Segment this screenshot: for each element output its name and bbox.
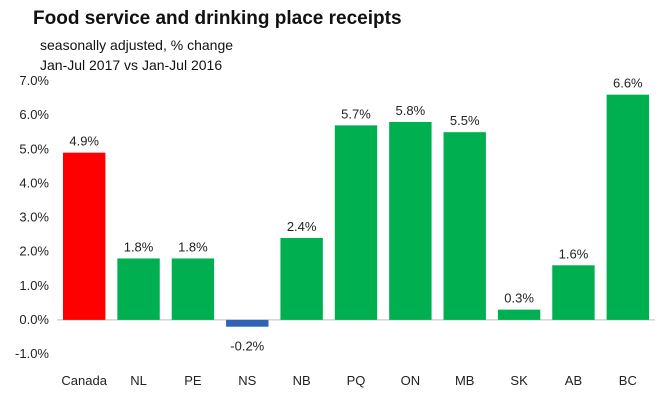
data-label-on: 5.8% xyxy=(396,103,426,118)
chart-subtitle-adjustment: seasonally adjusted, % change xyxy=(40,37,234,53)
category-label-canada: Canada xyxy=(61,373,107,388)
category-labels: Canada NL PE NS NB PQ ON MB SK AB BC xyxy=(61,373,636,388)
bar-sk xyxy=(497,309,541,320)
category-label-on: ON xyxy=(401,373,421,388)
chart-title: Food service and drinking place receipts xyxy=(33,8,402,29)
bar-on xyxy=(389,121,432,320)
category-label-ab: AB xyxy=(565,373,582,388)
bar-ab xyxy=(552,265,595,320)
category-label-ns: NS xyxy=(238,373,256,388)
bar-nl xyxy=(117,258,160,320)
y-tick-label: 3.0% xyxy=(19,210,49,225)
bars xyxy=(62,94,650,327)
y-tick-label: 7.0% xyxy=(19,73,49,88)
data-label-pe: 1.8% xyxy=(178,239,208,254)
category-label-mb: MB xyxy=(455,373,475,388)
bar-mb xyxy=(443,132,486,320)
bar-bc xyxy=(606,94,650,320)
chart-subtitle-period: Jan-Jul 2017 vs Jan-Jul 2016 xyxy=(40,57,223,73)
category-label-nb: NB xyxy=(293,373,311,388)
y-tick-label: 2.0% xyxy=(19,244,49,259)
category-label-sk: SK xyxy=(510,373,528,388)
bar-nb xyxy=(280,237,323,320)
data-label-ab: 1.6% xyxy=(559,246,589,261)
bar-ns xyxy=(226,319,269,327)
data-labels: 4.9% 1.8% 1.8% -0.2% 2.4% 5.7% 5.8% 5.5% 0.3% 1.6… xyxy=(69,76,643,354)
bar-pq xyxy=(334,125,378,320)
data-label-canada: 4.9% xyxy=(69,134,99,149)
y-tick-label: 0.0% xyxy=(19,312,49,327)
category-label-pe: PE xyxy=(184,373,202,388)
y-axis: -1.0% 0.0% 1.0% 2.0% 3.0% 4.0% 5.0% 6.0% 7.0% xyxy=(15,73,49,361)
data-label-bc: 6.6% xyxy=(613,76,643,91)
data-label-ns: -0.2% xyxy=(230,339,264,354)
y-tick-label: 1.0% xyxy=(19,278,49,293)
category-label-bc: BC xyxy=(619,373,637,388)
data-label-mb: 5.5% xyxy=(450,113,480,128)
data-label-nb: 2.4% xyxy=(287,219,317,234)
y-tick-label: 5.0% xyxy=(19,141,49,156)
category-label-pq: PQ xyxy=(347,373,366,388)
data-label-nl: 1.8% xyxy=(124,239,154,254)
y-tick-label: -1.0% xyxy=(15,346,49,361)
category-label-nl: NL xyxy=(130,373,147,388)
y-tick-label: 6.0% xyxy=(19,107,49,122)
data-label-sk: 0.3% xyxy=(504,291,534,306)
y-tick-label: 4.0% xyxy=(19,175,49,190)
bar-canada xyxy=(62,152,106,320)
bar-pe xyxy=(171,258,215,320)
data-label-pq: 5.7% xyxy=(341,106,371,121)
